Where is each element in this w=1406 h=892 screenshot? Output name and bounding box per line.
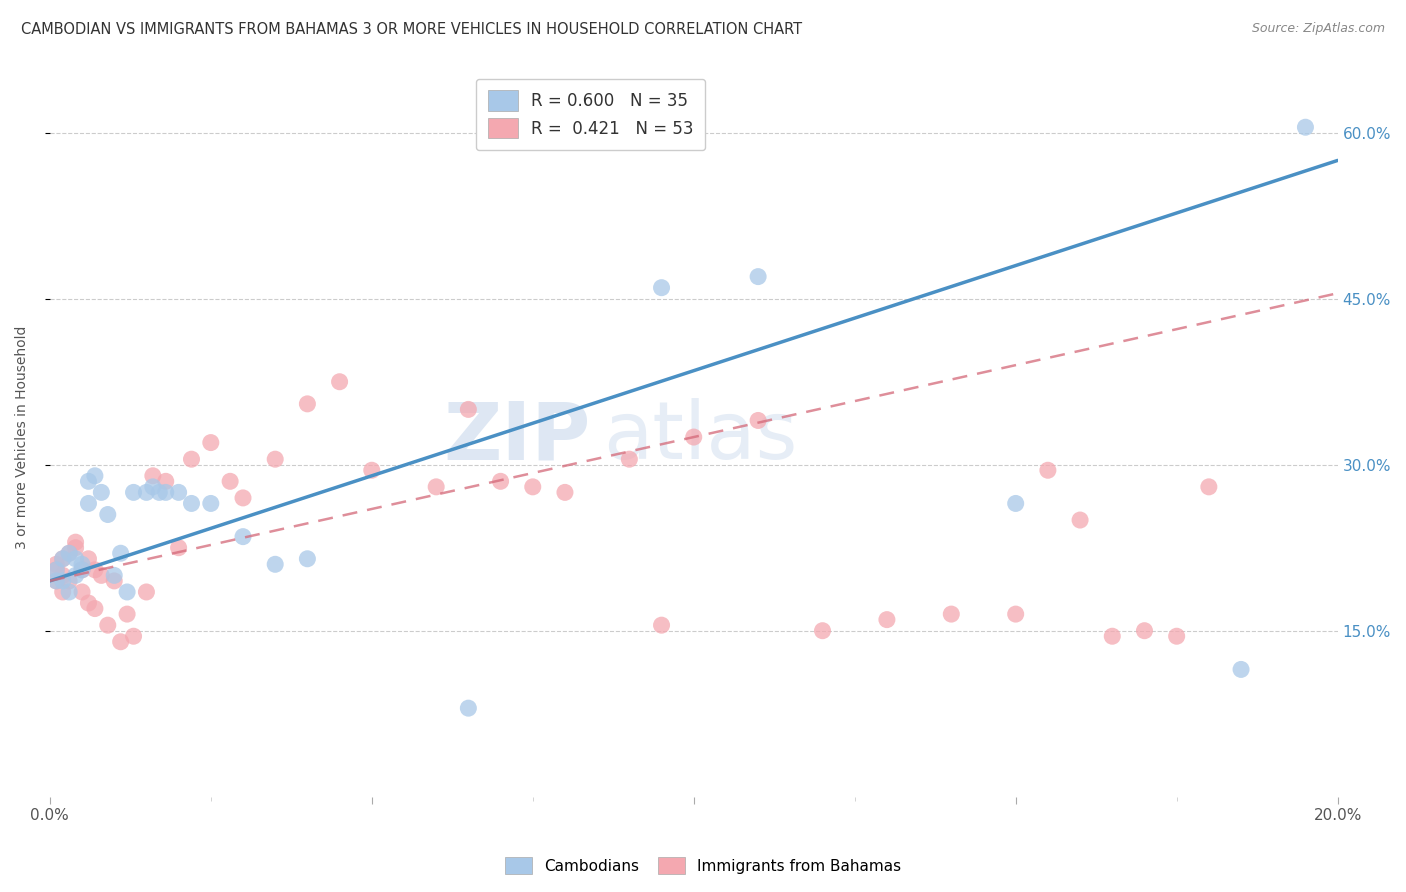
Text: atlas: atlas [603,398,799,476]
Point [115,585,138,599]
Point [264,558,287,572]
Point [651,281,673,295]
Point [1230,662,1253,676]
Point [651,618,673,632]
Point [747,413,769,427]
Point [58,574,80,588]
Point [52,568,75,582]
Point [297,551,319,566]
Point [52,551,75,566]
Point [45,574,67,588]
Point [45,574,67,588]
Point [65,551,87,566]
Point [155,485,177,500]
Point [200,435,222,450]
Point [1294,120,1316,135]
Point [84,601,107,615]
Point [457,701,479,715]
Point [1101,629,1123,643]
Point [1004,607,1026,621]
Point [554,485,576,500]
Point [65,568,87,582]
Point [329,375,352,389]
Point [77,475,100,489]
Point [45,563,67,577]
Point [489,475,512,489]
Point [97,508,120,522]
Point [58,585,80,599]
Point [522,480,544,494]
Point [200,496,222,510]
Point [232,491,254,505]
Point [167,541,190,555]
Point [65,535,87,549]
Point [180,452,202,467]
Point [70,563,93,577]
Point [77,596,100,610]
Point [58,546,80,560]
Point [167,485,190,500]
Point [65,541,87,555]
Point [84,468,107,483]
Point [77,496,100,510]
Point [90,568,112,582]
Point [264,452,287,467]
Point [103,574,125,588]
Point [1036,463,1059,477]
Point [52,551,75,566]
Point [425,480,447,494]
Point [941,607,963,621]
Legend: Cambodians, Immigrants from Bahamas: Cambodians, Immigrants from Bahamas [499,851,907,880]
Point [84,563,107,577]
Point [1069,513,1091,527]
Y-axis label: 3 or more Vehicles in Household: 3 or more Vehicles in Household [15,326,30,549]
Point [70,563,93,577]
Point [70,585,93,599]
Point [142,480,165,494]
Point [148,485,170,500]
Point [90,485,112,500]
Point [122,485,145,500]
Point [180,496,202,510]
Point [619,452,641,467]
Point [45,563,67,577]
Point [232,530,254,544]
Text: ZIP: ZIP [443,398,591,476]
Point [747,269,769,284]
Point [70,558,93,572]
Point [297,397,319,411]
Point [58,546,80,560]
Point [103,568,125,582]
Point [876,613,898,627]
Legend: R = 0.600   N = 35, R =  0.421   N = 53: R = 0.600 N = 35, R = 0.421 N = 53 [477,78,706,150]
Point [52,585,75,599]
Point [1198,480,1220,494]
Point [97,618,120,632]
Point [457,402,479,417]
Point [219,475,242,489]
Point [135,585,157,599]
Point [155,475,177,489]
Point [682,430,704,444]
Point [360,463,382,477]
Point [115,607,138,621]
Point [1004,496,1026,510]
Point [110,634,132,648]
Point [122,629,145,643]
Point [142,468,165,483]
Text: CAMBODIAN VS IMMIGRANTS FROM BAHAMAS 3 OR MORE VEHICLES IN HOUSEHOLD CORRELATION: CAMBODIAN VS IMMIGRANTS FROM BAHAMAS 3 O… [21,22,803,37]
Point [52,574,75,588]
Point [77,551,100,566]
Point [45,558,67,572]
Point [1133,624,1156,638]
Text: Source: ZipAtlas.com: Source: ZipAtlas.com [1251,22,1385,36]
Point [811,624,834,638]
Point [1166,629,1188,643]
Point [135,485,157,500]
Point [110,546,132,560]
